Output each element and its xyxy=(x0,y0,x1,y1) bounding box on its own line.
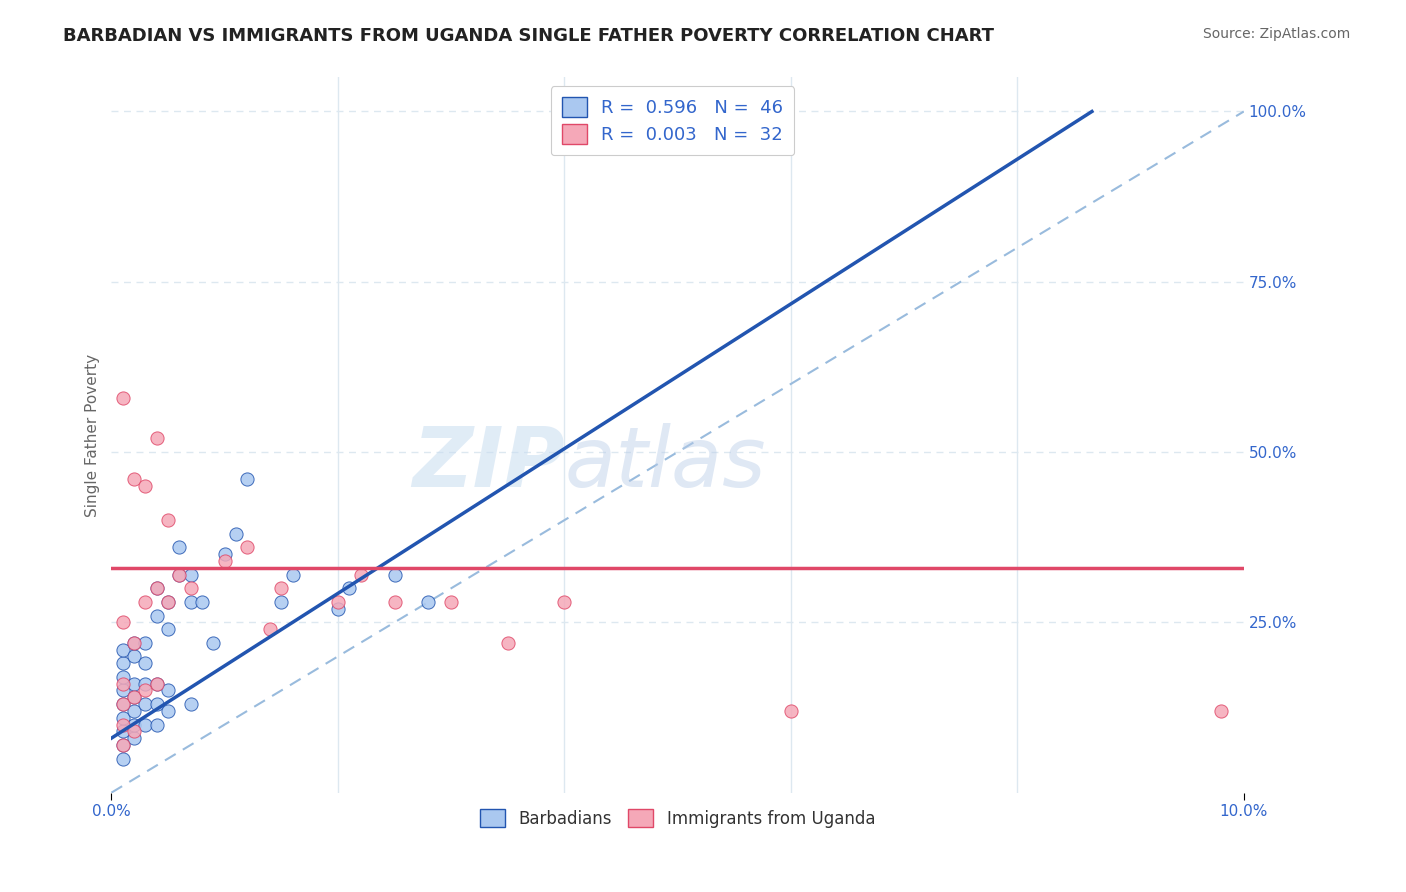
Point xyxy=(553,595,575,609)
Point xyxy=(122,690,145,705)
Point xyxy=(134,479,156,493)
Point xyxy=(122,704,145,718)
Point xyxy=(145,432,167,446)
Point xyxy=(134,676,156,690)
Point xyxy=(270,582,292,596)
Point xyxy=(145,676,167,690)
Point xyxy=(145,582,167,596)
Point xyxy=(111,657,134,671)
Point xyxy=(169,567,191,582)
Point xyxy=(122,690,145,705)
Point xyxy=(236,541,259,555)
Point xyxy=(122,676,145,690)
Point xyxy=(418,595,440,609)
Point xyxy=(134,697,156,711)
Point xyxy=(281,567,304,582)
Point xyxy=(326,595,349,609)
Y-axis label: Single Father Poverty: Single Father Poverty xyxy=(86,353,100,516)
Point xyxy=(214,547,236,561)
Point xyxy=(111,683,134,698)
Point xyxy=(225,526,247,541)
Point xyxy=(180,595,202,609)
Point xyxy=(779,704,801,718)
Point xyxy=(111,738,134,752)
Point xyxy=(111,391,134,405)
Point xyxy=(134,595,156,609)
Point xyxy=(111,697,134,711)
Point xyxy=(157,595,180,609)
Point xyxy=(157,622,180,636)
Point xyxy=(111,711,134,725)
Legend: Barbadians, Immigrants from Uganda: Barbadians, Immigrants from Uganda xyxy=(474,803,882,834)
Point xyxy=(157,704,180,718)
Text: atlas: atlas xyxy=(564,423,766,504)
Point xyxy=(180,697,202,711)
Point xyxy=(122,649,145,664)
Point xyxy=(384,595,406,609)
Point xyxy=(145,608,167,623)
Point xyxy=(111,615,134,630)
Point xyxy=(111,697,134,711)
Point xyxy=(145,582,167,596)
Point xyxy=(270,595,292,609)
Point xyxy=(122,636,145,650)
Point xyxy=(111,676,134,690)
Point xyxy=(122,717,145,731)
Point xyxy=(169,567,191,582)
Point xyxy=(134,636,156,650)
Point xyxy=(134,683,156,698)
Point xyxy=(1211,704,1233,718)
Point xyxy=(180,582,202,596)
Text: BARBADIAN VS IMMIGRANTS FROM UGANDA SINGLE FATHER POVERTY CORRELATION CHART: BARBADIAN VS IMMIGRANTS FROM UGANDA SING… xyxy=(63,27,994,45)
Point xyxy=(134,657,156,671)
Point xyxy=(202,636,225,650)
Point xyxy=(157,683,180,698)
Point xyxy=(236,472,259,486)
Point xyxy=(111,724,134,739)
Point xyxy=(122,636,145,650)
Point xyxy=(111,642,134,657)
Point xyxy=(169,541,191,555)
Point xyxy=(191,595,214,609)
Point xyxy=(180,567,202,582)
Point xyxy=(157,513,180,527)
Point xyxy=(214,554,236,568)
Point xyxy=(111,738,134,752)
Text: Source: ZipAtlas.com: Source: ZipAtlas.com xyxy=(1202,27,1350,41)
Text: ZIP: ZIP xyxy=(412,423,564,504)
Point xyxy=(349,567,371,582)
Point xyxy=(111,670,134,684)
Point xyxy=(145,717,167,731)
Point xyxy=(122,724,145,739)
Point xyxy=(111,751,134,765)
Point xyxy=(157,595,180,609)
Point xyxy=(122,731,145,746)
Point xyxy=(326,601,349,615)
Point xyxy=(122,472,145,486)
Point xyxy=(134,717,156,731)
Point xyxy=(337,582,360,596)
Point xyxy=(145,697,167,711)
Point xyxy=(496,636,519,650)
Point xyxy=(259,622,281,636)
Point xyxy=(145,676,167,690)
Point xyxy=(440,595,463,609)
Point xyxy=(384,567,406,582)
Point xyxy=(111,717,134,731)
